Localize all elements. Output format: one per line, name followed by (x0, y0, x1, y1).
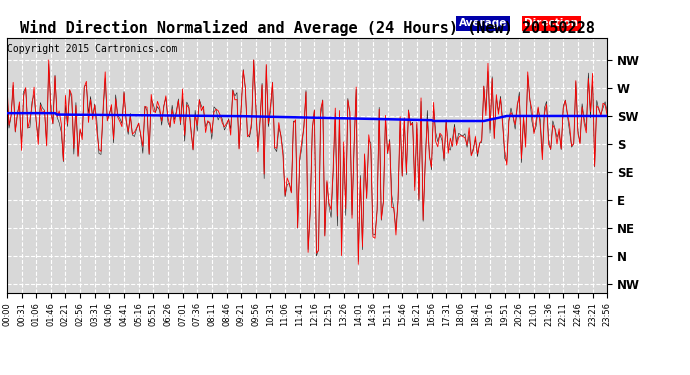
Text: Average: Average (459, 18, 507, 28)
Text: Copyright 2015 Cartronics.com: Copyright 2015 Cartronics.com (7, 45, 177, 54)
Title: Wind Direction Normalized and Average (24 Hours) (New) 20150228: Wind Direction Normalized and Average (2… (19, 20, 595, 36)
Text: Direction: Direction (524, 18, 578, 28)
